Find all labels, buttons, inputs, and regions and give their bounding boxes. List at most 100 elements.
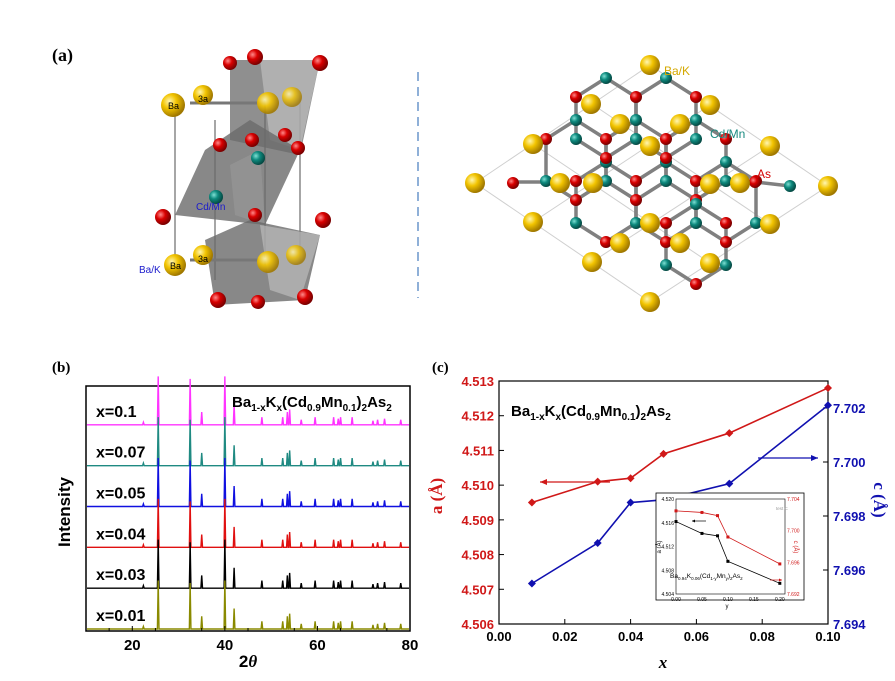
ba-k-label-top: Ba/K: [664, 64, 690, 78]
ba-k-atom: [582, 252, 602, 272]
c-parameter-point: [725, 479, 734, 488]
inset-a-point: [726, 559, 730, 563]
inset-a-arrow-head: [692, 519, 695, 523]
inset-y-tick-label: 4.508: [661, 568, 674, 574]
honeycomb-layer: [465, 55, 838, 312]
inset-title: Ba0.94K0.06(Cd1-yMny)2As2: [670, 573, 743, 581]
inset-a-point: [716, 534, 720, 538]
cd-mn-atom: [570, 217, 582, 229]
cd-mn-atom: [690, 114, 702, 126]
lattice-chart: 0.00 0.02 0.04 0.06 0.08 0.10 4.506 4.507 4.508 4…: [427, 374, 889, 672]
cd-mn-atom: [600, 72, 612, 84]
ba-k-atom: [523, 212, 543, 232]
cd-mn-atom: [720, 156, 732, 168]
inset-c-point: [726, 535, 730, 539]
ba-k-atom: [700, 174, 720, 194]
inset-a-point: [700, 531, 704, 535]
cd-mn-atom: [570, 133, 582, 145]
as-atom: [660, 217, 672, 229]
cd-mn-atom: [690, 198, 702, 210]
xrd-x-tick-label: 60: [309, 637, 326, 654]
ba-k-atom: [610, 114, 630, 134]
xrd-pattern-line: [87, 498, 409, 549]
xrd-series-label: x=0.01: [96, 608, 145, 625]
xrd-x-axis-label: 2θ: [239, 652, 257, 671]
a-parameter-point: [725, 429, 734, 438]
inset-y-axis-label: a (Å): [656, 540, 663, 553]
panel-label-c: (c): [432, 360, 449, 376]
as-atom: [749, 176, 761, 188]
lattice-x-tick-label: 0.08: [750, 629, 775, 644]
lattice-y-tick-label-right: 7.698: [833, 509, 866, 524]
as-atom: [630, 194, 642, 206]
ba-k-atom: [583, 173, 603, 193]
ba-k-atom: [700, 95, 720, 115]
inset-plot-frame: [675, 498, 786, 595]
as-atom: [570, 175, 582, 187]
ba-k-atom: [523, 134, 543, 154]
inset-c-point: [700, 510, 704, 514]
as-atom: [660, 152, 672, 164]
lattice-y-tick-label-left: 4.506: [461, 617, 494, 632]
xrd-series-label: x=0.03: [96, 567, 145, 584]
as-atom: [570, 194, 582, 206]
lattice-y-axis-label-right: c (Å): [870, 482, 889, 517]
xrd-series-label: x=0.1: [96, 404, 137, 421]
as-atom: [720, 236, 732, 248]
ba-k-atom: [465, 173, 485, 193]
lattice-y-tick-label-left: 4.511: [462, 443, 494, 458]
inset-y-tick-label-right: 7.704: [787, 497, 800, 503]
cd-mn-atom: [630, 114, 642, 126]
inset-chart: 0.00 0.05 0.10 0.15 0.20 4.504 4.508 4.512 4.516…: [655, 492, 805, 610]
cd-mn-atom: [570, 114, 582, 126]
as-label: As: [757, 167, 771, 181]
ba-k-atom: [640, 136, 660, 156]
lattice-y-tick-label-left: 4.510: [461, 478, 494, 493]
ba-k-atom: [670, 114, 690, 134]
lattice-title: Ba1-xKx(Cd0.9Mn0.1)2As2: [511, 403, 671, 423]
ba-k-atom: [730, 173, 750, 193]
cd-mn-atom: [720, 175, 732, 187]
c-axis-indicator-arrow: [758, 455, 818, 461]
site-3a-label-top: 3a: [198, 94, 208, 104]
inset-y-tick-label: 4.512: [661, 545, 674, 551]
cd-mn-atom: [660, 175, 672, 187]
ba-k-atom: [610, 233, 630, 253]
lattice-x-tick-label: 0.00: [486, 629, 511, 644]
xrd-pattern-line: [87, 539, 409, 589]
panel-label-b: (b): [52, 360, 70, 376]
c-parameter-point: [527, 579, 536, 588]
as-atom: [630, 175, 642, 187]
lattice-y-axis-label-left: a (Å): [427, 478, 446, 514]
ba-k-atom: [670, 233, 690, 253]
as-atom: [690, 175, 702, 187]
as-atom: [540, 133, 552, 145]
site-3a-label-bottom: 3a: [198, 254, 208, 264]
inset-c-arrow-head: [779, 578, 782, 582]
as-atom: [660, 236, 672, 248]
xrd-title: Ba1-xKx(Cd0.9Mn0.1)2As2: [232, 394, 392, 414]
lattice-x-tick-label: 0.10: [815, 629, 840, 644]
lattice-plot-frame: [498, 380, 829, 625]
as-atom: [720, 217, 732, 229]
inset-x-tick-label: 0.10: [723, 597, 733, 603]
as-atom: [660, 133, 672, 145]
as-atom: [600, 236, 612, 248]
ba-k-atom: [818, 176, 838, 196]
xrd-series-label: x=0.05: [96, 486, 145, 503]
ba-k-atom: [640, 55, 660, 75]
xrd-series-label: x=0.07: [96, 445, 145, 462]
cd-mn-atom: [720, 259, 732, 271]
xrd-x-tick-label: 20: [124, 637, 141, 654]
xrd-pattern-line: [87, 417, 409, 467]
ba-k-atom: [550, 173, 570, 193]
cd-mn-atom: [690, 217, 702, 229]
as-atom: [720, 133, 732, 145]
lattice-y-tick-label-right: 7.702: [833, 401, 866, 416]
cd-mn-atom: [750, 217, 762, 229]
ba-k-atom: [581, 94, 601, 114]
a-parameter-line: [531, 387, 829, 504]
inset-y-tick-label: 4.504: [661, 592, 674, 598]
c-parameter-line: [531, 404, 829, 585]
